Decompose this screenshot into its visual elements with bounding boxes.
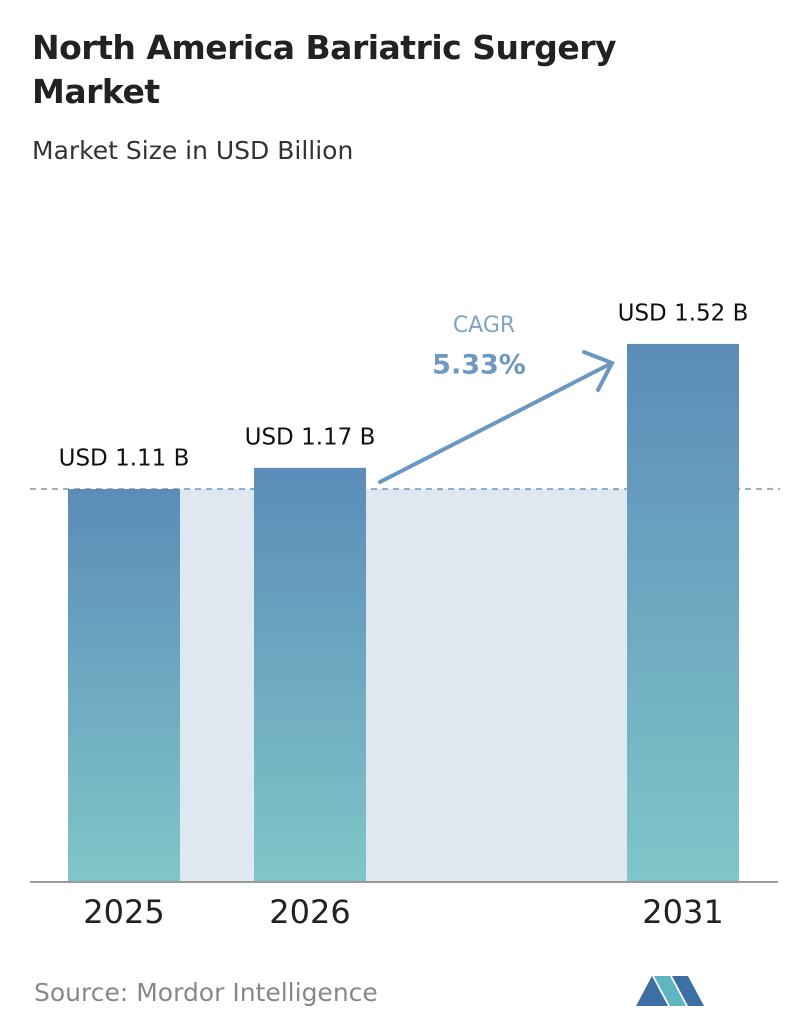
x-tick-label: 2031 [642, 893, 723, 931]
x-tick-label: 2025 [83, 893, 164, 931]
x-tick-label: 2026 [269, 893, 350, 931]
bar [254, 467, 366, 882]
cagr-label: CAGR [453, 313, 515, 338]
value-label: USD 1.52 B [618, 300, 749, 326]
source: Source: Mordor Intelligence [34, 978, 378, 1007]
cagr-value: 5.33% [432, 350, 526, 381]
cagr-arrow [378, 350, 615, 484]
value-label: USD 1.17 B [245, 424, 376, 450]
chart-title: North America Bariatric Surgery Market [32, 28, 617, 111]
bar [68, 489, 180, 882]
value-label: USD 1.11 B [59, 446, 190, 472]
chart-subtitle: Market Size in USD Billion [32, 136, 354, 165]
bar [627, 343, 739, 882]
logo [636, 976, 704, 1006]
